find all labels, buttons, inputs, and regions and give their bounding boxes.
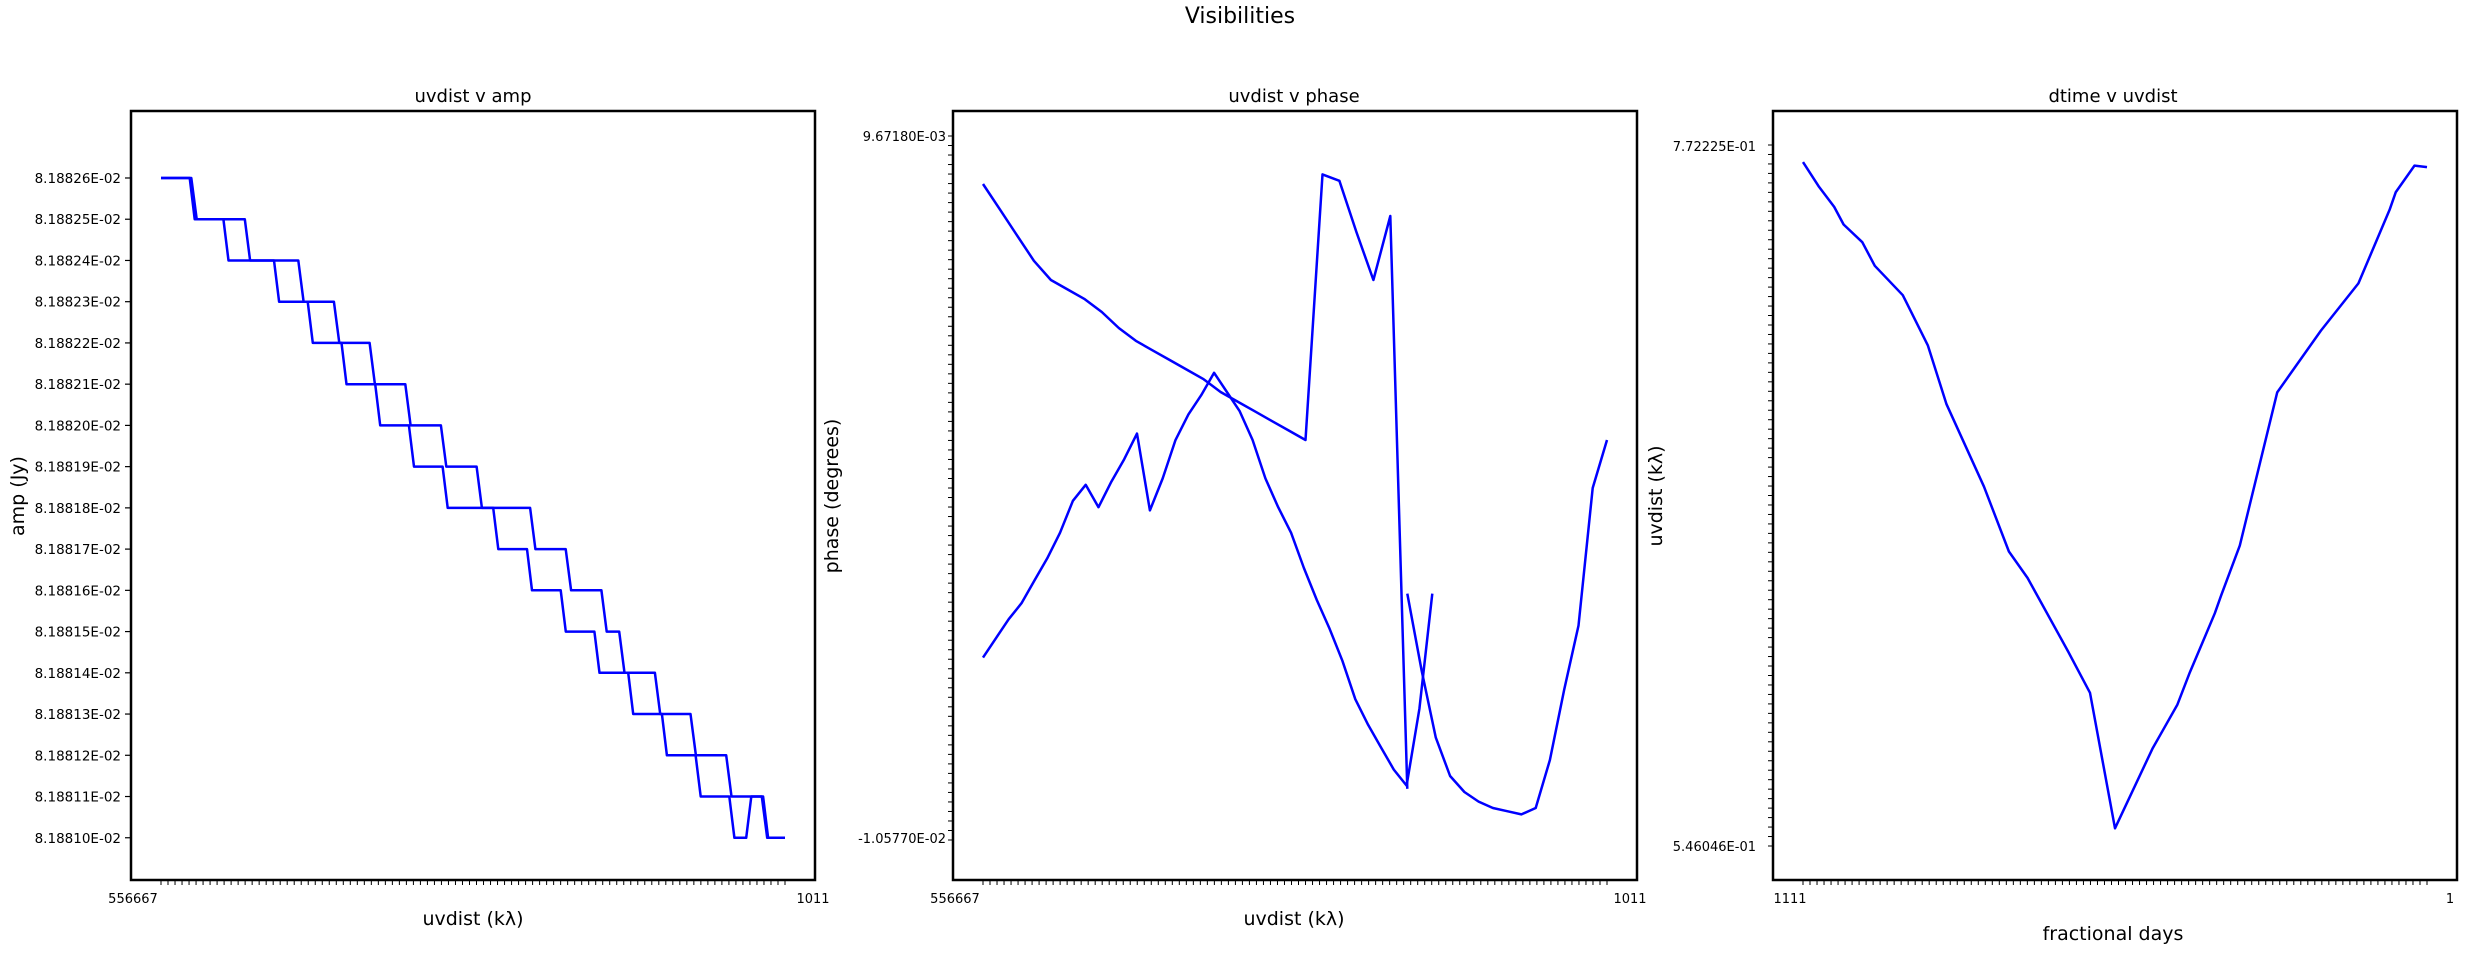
series-line-1 [981, 173, 1409, 789]
y-axis-label: phase (degrees) [821, 419, 843, 574]
y-tick-label: 8.18813E-02 [35, 707, 121, 723]
y-tick-label: 8.18819E-02 [35, 460, 121, 476]
panel-title: uvdist v phase [1228, 86, 1359, 107]
y-tick-label: 8.18821E-02 [35, 377, 121, 393]
y-tick-label: 8.18824E-02 [35, 253, 121, 269]
figure-title: Visibilities [1184, 4, 1296, 29]
y-tick-label: 8.18820E-02 [35, 418, 121, 434]
panel-title: uvdist v amp [414, 86, 531, 107]
y-tick-label: 8.18822E-02 [35, 336, 121, 352]
y-tick-label: 8.18816E-02 [35, 583, 121, 599]
y-tick-label: 8.18812E-02 [35, 748, 121, 764]
panel-title: dtime v uvdist [2048, 86, 2177, 107]
y-axis-label: amp (Jy) [7, 456, 29, 536]
y-tick-label: 8.18823E-02 [35, 295, 121, 311]
y-tick-label: 8.18811E-02 [35, 790, 121, 806]
y-tick-label: 8.18818E-02 [35, 501, 121, 517]
y-tick-label: 8.18814E-02 [35, 666, 121, 682]
y-tick-label: 8.18826E-02 [35, 171, 121, 187]
plot-frame [129, 109, 817, 882]
panel-uvdist-v-amp: uvdist v amp 8.18826E-028.18825E-028.188… [7, 86, 830, 930]
y-tick-label-top: 9.67180E-03 [863, 130, 946, 145]
x-tick-label-last: 1011 [1613, 892, 1646, 907]
y-tick-label-top: 7.72225E-01 [1673, 140, 1756, 155]
y-tick-group: 8.18826E-02 8.18825E-02 8.18824E-02 8.18823… [35, 171, 131, 847]
x-tick-label-last: 1 [2446, 892, 2454, 907]
x-tick-label-first: 556667 [108, 892, 158, 907]
x-tick-label-first: 556667 [930, 892, 980, 907]
x-tick-label-first: 1111 [1773, 892, 1806, 907]
y-tick-label-bottom: 5.46046E-01 [1673, 840, 1756, 855]
y-tick-label: 8.18817E-02 [35, 542, 121, 558]
y-tick-label: 8.18815E-02 [35, 625, 121, 641]
x-axis-label: fractional days [2043, 923, 2184, 945]
x-axis-label: uvdist (kλ) [1243, 908, 1344, 930]
x-axis-label: uvdist (kλ) [422, 908, 523, 930]
y-tick-label: 8.18810E-02 [35, 831, 121, 847]
series-line-3 [1406, 439, 1609, 816]
panel-uvdist-v-phase: uvdist v phase 9.67180E-03 -1.05770E-02 … [821, 86, 1647, 930]
plot-frame [1771, 109, 2459, 882]
series-line-2 [161, 176, 785, 840]
y-tick-label-bottom: -1.05770E-02 [858, 832, 946, 847]
plot-frame [951, 109, 1639, 882]
series-line-1 [1801, 161, 2428, 830]
y-axis-label: uvdist (kλ) [1645, 445, 1667, 546]
x-tick-label-last: 1011 [796, 892, 829, 907]
panel-dtime-v-uvdist: dtime v uvdist 7.72225E-01 5.46046E-01 1… [1645, 86, 2459, 945]
series-line-2 [981, 371, 1434, 787]
y-tick-label: 8.18825E-02 [35, 212, 121, 228]
